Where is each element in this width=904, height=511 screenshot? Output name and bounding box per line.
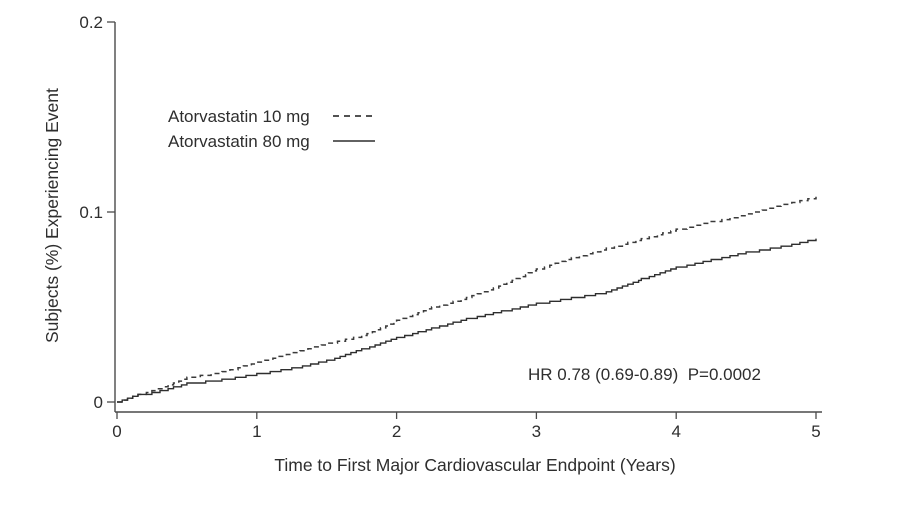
legend-atorvastatin-10mg-label: Atorvastatin 10 mg <box>168 107 310 126</box>
hazard-ratio-annotation: HR 0.78 (0.69-0.89) P=0.0002 <box>528 365 761 384</box>
legend-atorvastatin-80mg-label: Atorvastatin 80 mg <box>168 132 310 151</box>
x-tick-label: 3 <box>532 422 541 441</box>
x-axis-title: Time to First Major Cardiovascular Endpo… <box>274 455 675 475</box>
curve-atorvastatin-80-mg <box>117 238 817 403</box>
x-tick-label: 2 <box>392 422 401 441</box>
y-tick-label: 0.2 <box>79 13 103 32</box>
x-tick-label: 4 <box>671 422 680 441</box>
y-axis-title: Subjects (%) Experiencing Event <box>42 88 62 343</box>
plot-area: 0 1 2 3 4 5 0 0.1 0.2 <box>79 13 820 441</box>
x-tick-label: 1 <box>252 422 261 441</box>
x-tick-label: 0 <box>112 422 121 441</box>
y-tick-label: 0 <box>94 393 103 412</box>
y-tick-label: 0.1 <box>79 203 103 222</box>
x-tick-label: 5 <box>811 422 820 441</box>
legend: Atorvastatin 10 mg Atorvastatin 80 mg <box>168 107 375 151</box>
curve-atorvastatin-10-mg <box>117 196 817 403</box>
